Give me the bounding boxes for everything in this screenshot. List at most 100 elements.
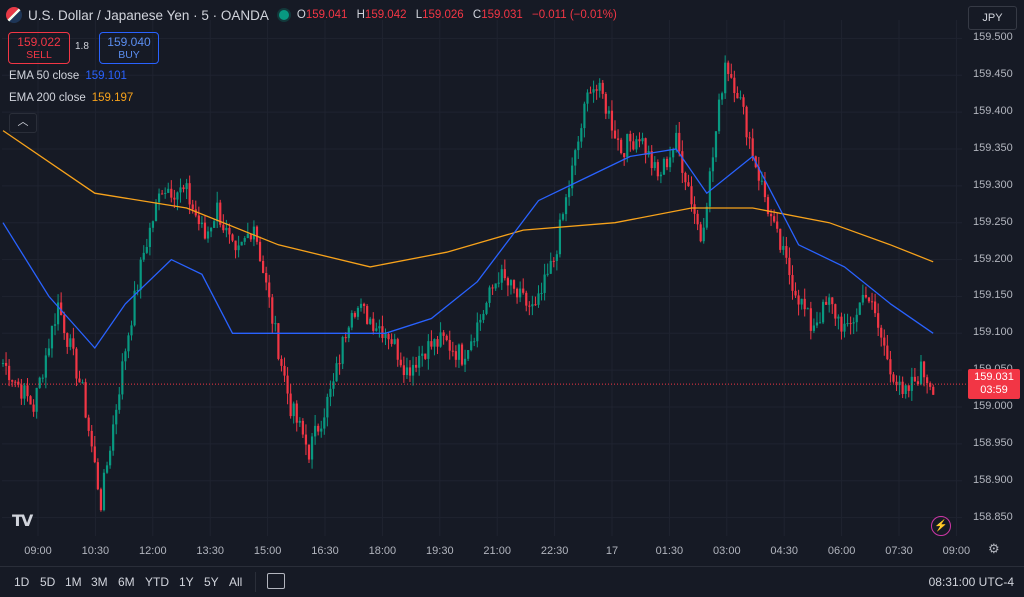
candle-body — [916, 381, 920, 385]
candle-body — [678, 132, 681, 152]
candle-body — [228, 227, 231, 235]
ema-50-legend[interactable]: EMA 50 close 159.101 — [9, 70, 127, 82]
candle-body — [592, 89, 595, 93]
candle-body — [733, 77, 736, 94]
range-button-all[interactable]: All — [229, 575, 243, 589]
candle-body — [748, 137, 751, 139]
candle-body — [803, 298, 806, 310]
price-tick-label: 159.200 — [973, 252, 1013, 265]
clock-readout[interactable]: 08:31:00 UTC-4 — [928, 575, 1014, 589]
candle-body — [463, 358, 467, 365]
candle-body — [561, 214, 565, 220]
candle-body — [457, 344, 461, 360]
range-button-1m[interactable]: 1M — [65, 575, 82, 589]
candle-body — [681, 151, 684, 173]
candle-body — [653, 162, 656, 169]
low-value: 159.026 — [422, 9, 464, 21]
currency-selector[interactable]: JPY — [968, 6, 1017, 30]
spread-value: 1.8 — [75, 41, 89, 52]
range-button-ytd[interactable]: YTD — [145, 575, 169, 589]
candle-body — [200, 222, 203, 225]
candle-body — [219, 202, 222, 225]
sell-button[interactable]: 159.022 SELL — [8, 32, 70, 64]
candle-body — [136, 289, 139, 291]
candle-body — [659, 174, 662, 177]
candle-body — [390, 339, 393, 344]
candle-body — [387, 334, 390, 340]
candle-body — [124, 351, 127, 362]
symbol-title[interactable]: U.S. Dollar / Japanese Yen · 5 · OANDA — [28, 7, 269, 23]
candle-body — [644, 138, 647, 155]
candle-body — [335, 363, 338, 382]
buy-price: 159.040 — [107, 35, 151, 49]
candle-body — [329, 388, 332, 397]
candle-body — [151, 221, 155, 228]
candle-body — [751, 138, 754, 157]
range-button-6m[interactable]: 6M — [118, 575, 135, 589]
candle-body — [543, 274, 546, 293]
range-button-3m[interactable]: 3M — [91, 575, 108, 589]
candle-body — [381, 326, 384, 339]
candle-body — [522, 288, 525, 293]
price-chart[interactable] — [0, 0, 1024, 566]
candle-body — [121, 361, 124, 395]
last-price-label: 159.031 03:59 — [968, 369, 1020, 400]
candle-body — [757, 167, 760, 181]
candle-body — [66, 333, 69, 347]
candle-body — [485, 302, 488, 314]
candlestick-series — [1, 55, 935, 512]
candle-body — [595, 89, 598, 91]
candle-body — [818, 322, 822, 324]
candle-body — [834, 304, 837, 319]
range-button-1y[interactable]: 1Y — [179, 575, 194, 589]
candle-body — [362, 303, 366, 307]
tradingview-logo-icon[interactable]: TV — [12, 511, 33, 530]
collapse-legend-button[interactable]: ︿ — [9, 113, 37, 133]
candle-body — [317, 425, 320, 432]
candle-body — [307, 444, 311, 460]
time-tick-label: 09:00 — [942, 545, 971, 557]
gear-icon[interactable]: ⚙ — [988, 541, 1000, 556]
candle-body — [684, 172, 687, 183]
buy-button[interactable]: 159.040 BUY — [99, 32, 159, 64]
candle-body — [69, 338, 72, 347]
candle-body — [102, 472, 106, 511]
range-button-1d[interactable]: 1D — [14, 575, 30, 589]
time-tick-label: 16:30 — [311, 545, 339, 557]
ema-50-value: 159.101 — [85, 70, 127, 82]
candle-body — [63, 315, 66, 334]
ema-200-legend[interactable]: EMA 200 close 159.197 — [9, 92, 134, 104]
candle-body — [828, 297, 831, 305]
candle-body — [586, 92, 589, 104]
candle-body — [418, 355, 421, 368]
candle-body — [895, 381, 898, 386]
candle-body — [870, 301, 874, 303]
candle-body — [234, 240, 237, 251]
candle-body — [11, 380, 14, 382]
candle-body — [289, 393, 292, 417]
candle-body — [736, 93, 739, 99]
candle-body — [788, 257, 791, 276]
lightning-icon[interactable]: ⚡ — [931, 516, 951, 536]
candle-body — [56, 302, 60, 325]
candle-body — [724, 62, 727, 94]
range-button-5d[interactable]: 5D — [40, 575, 56, 589]
candle-body — [497, 282, 500, 284]
calendar-icon[interactable] — [267, 573, 285, 589]
candle-body — [638, 139, 641, 142]
candle-body — [528, 305, 531, 307]
candle-body — [262, 260, 265, 273]
candle-body — [451, 350, 454, 352]
candle-body — [44, 355, 47, 378]
price-tick-label: 159.300 — [973, 178, 1013, 191]
candle-body — [620, 139, 623, 154]
candle-body — [901, 381, 904, 395]
candle-body — [785, 246, 788, 258]
candle-body — [846, 323, 849, 325]
time-tick-label: 13:30 — [196, 545, 224, 557]
candle-body — [815, 322, 819, 326]
candle-body — [598, 82, 601, 91]
range-button-5y[interactable]: 5Y — [204, 575, 219, 589]
price-tick-label: 159.400 — [973, 105, 1013, 118]
candle-body — [454, 351, 457, 360]
